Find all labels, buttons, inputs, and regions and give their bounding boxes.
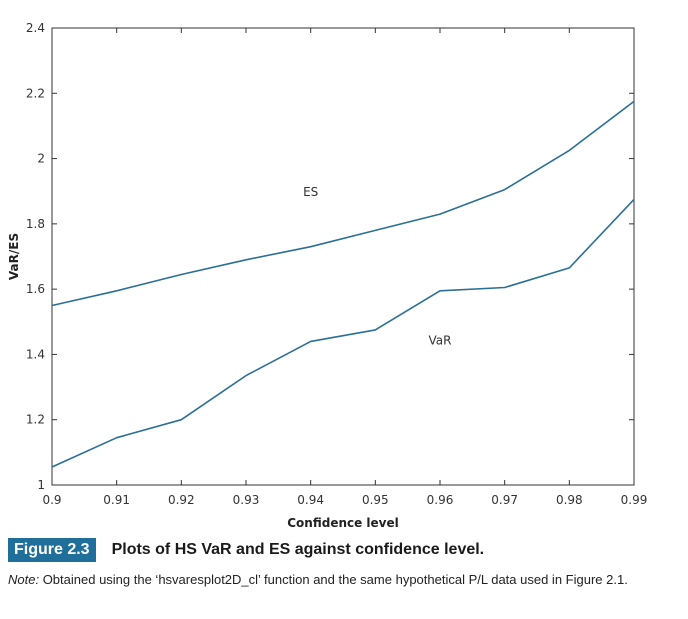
- y-tick-label: 2: [37, 152, 45, 166]
- y-tick-label: 1.6: [26, 282, 45, 296]
- y-tick-label: 2.4: [26, 21, 45, 35]
- y-tick-label: 1.4: [26, 347, 45, 361]
- series-labels: ES VaR: [303, 185, 451, 348]
- series-label-es: ES: [303, 185, 318, 199]
- series-layer: [51, 100, 635, 468]
- x-tick-label: 0.91: [103, 493, 130, 507]
- x-tick-label: 0.92: [168, 493, 195, 507]
- x-axis: 0.9 0.91 0.92 0.93 0.94 0.95 0.96 0.97 0.98 0.99: [42, 28, 647, 507]
- x-tick-label: 0.93: [233, 493, 260, 507]
- x-tick-label: 0.9: [42, 493, 61, 507]
- figure-title: Plots of HS VaR and ES against confidenc…: [111, 541, 485, 558]
- plot-border: [51, 27, 635, 486]
- figure-label-badge: Figure 2.3: [8, 538, 96, 562]
- plot-frame: [51, 27, 635, 486]
- chart: 0.9 0.91 0.92 0.93 0.94 0.95 0.96 0.97 0.98 0.99 …: [7, 21, 647, 530]
- y-tick-label: 2.2: [26, 86, 45, 100]
- y-tick-label: 1: [37, 478, 45, 492]
- series-line-var: [51, 198, 635, 468]
- x-tick-label: 0.94: [297, 493, 324, 507]
- series-label-var: VaR: [429, 334, 452, 348]
- note-label: Note:: [8, 572, 40, 587]
- y-tick-label: 1.2: [26, 413, 45, 427]
- x-tick-label: 0.99: [621, 493, 648, 507]
- figure-caption: Figure 2.3 Plots of HS VaR and ES agains…: [8, 538, 484, 562]
- note-text: Obtained using the ‘hsvaresplot2D_cl’ fu…: [39, 572, 628, 587]
- series-line-es: [51, 100, 635, 307]
- x-tick-label: 0.95: [362, 493, 389, 507]
- x-tick-label: 0.96: [427, 493, 454, 507]
- y-axis-title: VaR/ES: [7, 233, 21, 280]
- x-tick-label: 0.98: [556, 493, 583, 507]
- y-axis: 1 1.2 1.4 1.6 1.8 2 2.2 2.4: [26, 21, 634, 492]
- figure-note: Note: Obtained using the ‘hsvaresplot2D_…: [8, 572, 648, 588]
- x-tick-label: 0.97: [491, 493, 518, 507]
- y-tick-label: 1.8: [26, 217, 45, 231]
- x-axis-title: Confidence level: [287, 516, 399, 530]
